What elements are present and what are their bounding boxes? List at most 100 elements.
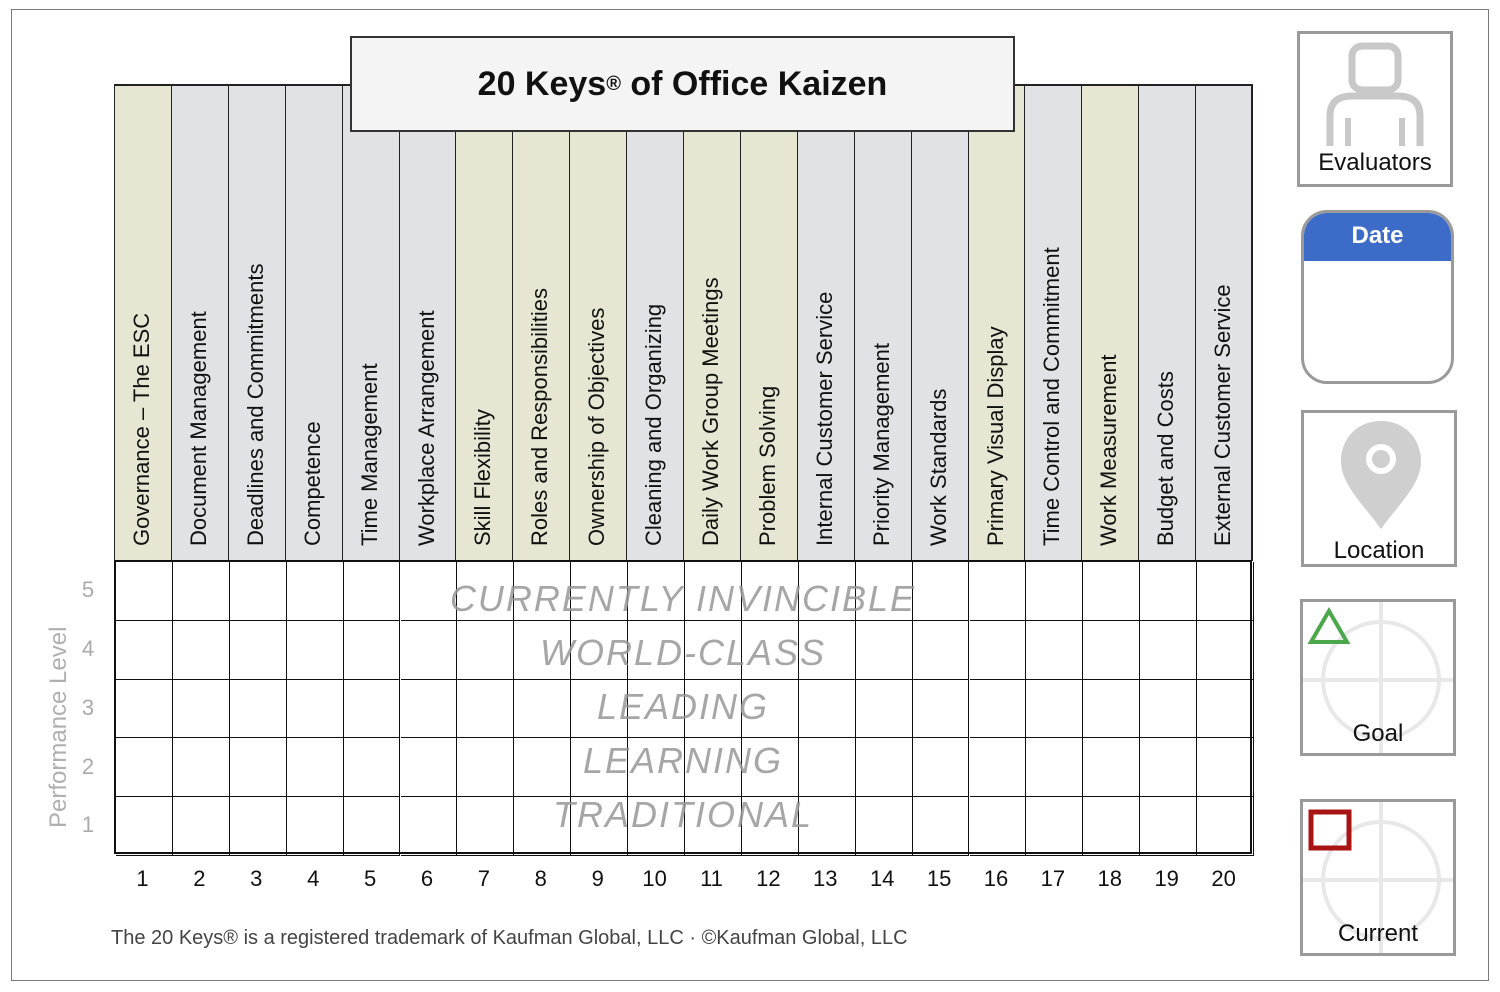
score-cell[interactable] <box>571 620 629 680</box>
score-cell[interactable] <box>286 620 344 680</box>
score-cell[interactable] <box>912 620 970 680</box>
score-cell[interactable] <box>969 797 1027 856</box>
score-cell[interactable] <box>685 562 742 621</box>
score-cell[interactable] <box>798 679 856 739</box>
score-cell[interactable] <box>514 679 572 739</box>
date-box[interactable]: Date <box>1301 210 1454 384</box>
score-cell[interactable] <box>685 620 742 680</box>
score-cell[interactable] <box>116 738 173 798</box>
score-cell[interactable] <box>571 738 629 798</box>
score-cell[interactable] <box>969 562 1027 621</box>
score-cell[interactable] <box>741 620 799 680</box>
score-cell[interactable] <box>1140 620 1198 680</box>
score-cell[interactable] <box>286 562 344 621</box>
score-cell[interactable] <box>1197 679 1254 739</box>
score-cell[interactable] <box>855 679 913 739</box>
score-cell[interactable] <box>1140 562 1198 621</box>
score-cell[interactable] <box>912 738 970 798</box>
evaluators-box[interactable]: Evaluators <box>1297 31 1453 187</box>
score-cell[interactable] <box>912 797 970 856</box>
score-cell[interactable] <box>1026 738 1084 798</box>
score-cell[interactable] <box>628 738 685 798</box>
score-cell[interactable] <box>172 797 230 856</box>
score-cell[interactable] <box>798 620 856 680</box>
score-cell[interactable] <box>400 679 458 739</box>
score-cell[interactable] <box>571 679 629 739</box>
score-cell[interactable] <box>286 738 344 798</box>
score-cell[interactable] <box>172 679 230 739</box>
score-cell[interactable] <box>1026 679 1084 739</box>
score-cell[interactable] <box>457 562 515 621</box>
score-cell[interactable] <box>741 562 799 621</box>
score-cell[interactable] <box>400 562 458 621</box>
score-cell[interactable] <box>457 797 515 856</box>
score-cell[interactable] <box>229 562 287 621</box>
score-cell[interactable] <box>400 797 458 856</box>
score-cell[interactable] <box>172 620 230 680</box>
score-cell[interactable] <box>741 738 799 798</box>
score-cell[interactable] <box>116 620 173 680</box>
score-cell[interactable] <box>1083 738 1141 798</box>
score-cell[interactable] <box>116 562 173 621</box>
score-cell[interactable] <box>628 620 685 680</box>
score-cell[interactable] <box>1083 797 1141 856</box>
score-cell[interactable] <box>628 562 685 621</box>
score-cell[interactable] <box>457 679 515 739</box>
current-box[interactable]: Current <box>1300 799 1456 956</box>
score-cell[interactable] <box>741 797 799 856</box>
score-cell[interactable] <box>571 562 629 621</box>
score-cell[interactable] <box>855 620 913 680</box>
score-cell[interactable] <box>1026 562 1084 621</box>
score-cell[interactable] <box>685 679 742 739</box>
score-cell[interactable] <box>798 738 856 798</box>
score-cell[interactable] <box>798 797 856 856</box>
score-cell[interactable] <box>969 738 1027 798</box>
score-cell[interactable] <box>912 562 970 621</box>
score-cell[interactable] <box>912 679 970 739</box>
score-cell[interactable] <box>229 797 287 856</box>
score-cell[interactable] <box>1140 738 1198 798</box>
score-cell[interactable] <box>286 679 344 739</box>
score-cell[interactable] <box>343 797 401 856</box>
score-cell[interactable] <box>172 562 230 621</box>
score-cell[interactable] <box>343 620 401 680</box>
score-cell[interactable] <box>628 679 685 739</box>
score-cell[interactable] <box>685 738 742 798</box>
score-cell[interactable] <box>172 738 230 798</box>
score-cell[interactable] <box>229 679 287 739</box>
score-cell[interactable] <box>1140 679 1198 739</box>
score-cell[interactable] <box>969 679 1027 739</box>
score-cell[interactable] <box>286 797 344 856</box>
score-cell[interactable] <box>400 620 458 680</box>
score-cell[interactable] <box>514 620 572 680</box>
score-cell[interactable] <box>116 679 173 739</box>
score-cell[interactable] <box>741 679 799 739</box>
score-cell[interactable] <box>685 797 742 856</box>
score-cell[interactable] <box>343 738 401 798</box>
score-cell[interactable] <box>855 738 913 798</box>
score-cell[interactable] <box>1026 797 1084 856</box>
score-cell[interactable] <box>343 679 401 739</box>
score-cell[interactable] <box>855 797 913 856</box>
score-cell[interactable] <box>571 797 629 856</box>
score-cell[interactable] <box>1197 738 1254 798</box>
score-cell[interactable] <box>1140 797 1198 856</box>
score-cell[interactable] <box>1083 679 1141 739</box>
score-cell[interactable] <box>1026 620 1084 680</box>
score-cell[interactable] <box>1197 562 1254 621</box>
score-cell[interactable] <box>628 797 685 856</box>
score-cell[interactable] <box>969 620 1027 680</box>
score-cell[interactable] <box>1197 797 1254 856</box>
score-cell[interactable] <box>343 562 401 621</box>
goal-box[interactable]: Goal <box>1300 599 1456 756</box>
score-cell[interactable] <box>457 620 515 680</box>
score-cell[interactable] <box>457 738 515 798</box>
score-cell[interactable] <box>1083 620 1141 680</box>
score-cell[interactable] <box>514 738 572 798</box>
score-cell[interactable] <box>855 562 913 621</box>
score-cell[interactable] <box>116 797 173 856</box>
score-cell[interactable] <box>400 738 458 798</box>
score-cell[interactable] <box>229 738 287 798</box>
score-cell[interactable] <box>1083 562 1141 621</box>
score-cell[interactable] <box>1197 620 1254 680</box>
